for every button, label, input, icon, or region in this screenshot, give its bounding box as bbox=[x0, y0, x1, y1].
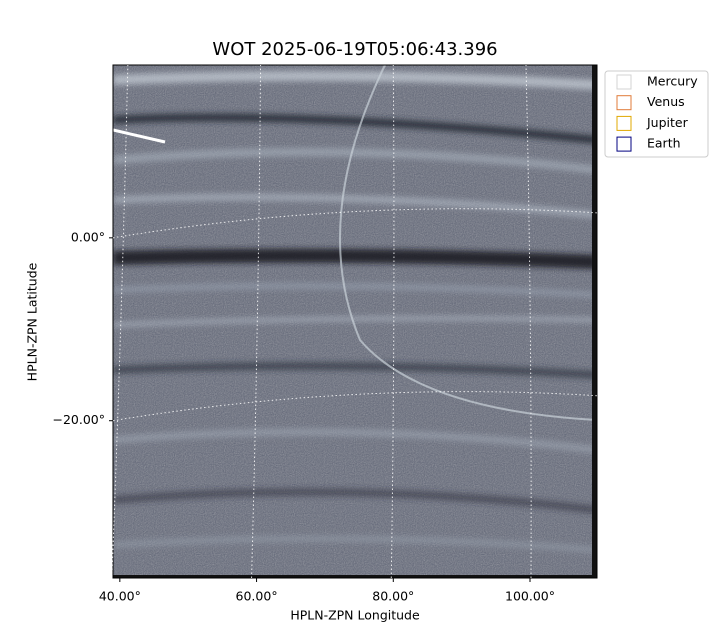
plot-frame bbox=[112, 64, 598, 579]
y-axis-label: HPLN-ZPN Latitude bbox=[25, 262, 40, 381]
y-tick-label: −20.00° bbox=[52, 412, 105, 427]
legend-label: Venus bbox=[647, 94, 685, 109]
chart-title: WOT 2025-06-19T05:06:43.396 bbox=[212, 39, 497, 60]
x-tick-label: 40.00° bbox=[99, 589, 141, 604]
grid-line bbox=[111, 64, 129, 579]
grid-line bbox=[390, 64, 395, 579]
arc bbox=[339, 65, 597, 421]
legend: Mercury Venus Jupiter Earth bbox=[604, 70, 709, 158]
legend-swatch bbox=[616, 115, 632, 131]
legend-swatch bbox=[616, 136, 632, 152]
legend-label: Mercury bbox=[647, 74, 698, 89]
streak bbox=[113, 128, 166, 144]
grid-line bbox=[251, 64, 262, 579]
legend-label: Jupiter bbox=[646, 115, 689, 130]
grid-line bbox=[525, 64, 532, 579]
x-axis-label: HPLN-ZPN Longitude bbox=[290, 608, 420, 623]
legend-swatch bbox=[616, 74, 632, 90]
x-tick-label: 60.00° bbox=[236, 589, 278, 604]
x-tick-label: 80.00° bbox=[372, 589, 414, 604]
image bbox=[113, 65, 597, 578]
y-tick-label: 0.00° bbox=[71, 229, 105, 244]
edge bbox=[592, 65, 597, 578]
legend-swatch bbox=[616, 95, 632, 111]
legend-label: Earth bbox=[647, 136, 681, 151]
x-tick-label: 100.00° bbox=[505, 589, 555, 604]
edge bbox=[113, 575, 597, 578]
legend-frame bbox=[604, 70, 709, 158]
